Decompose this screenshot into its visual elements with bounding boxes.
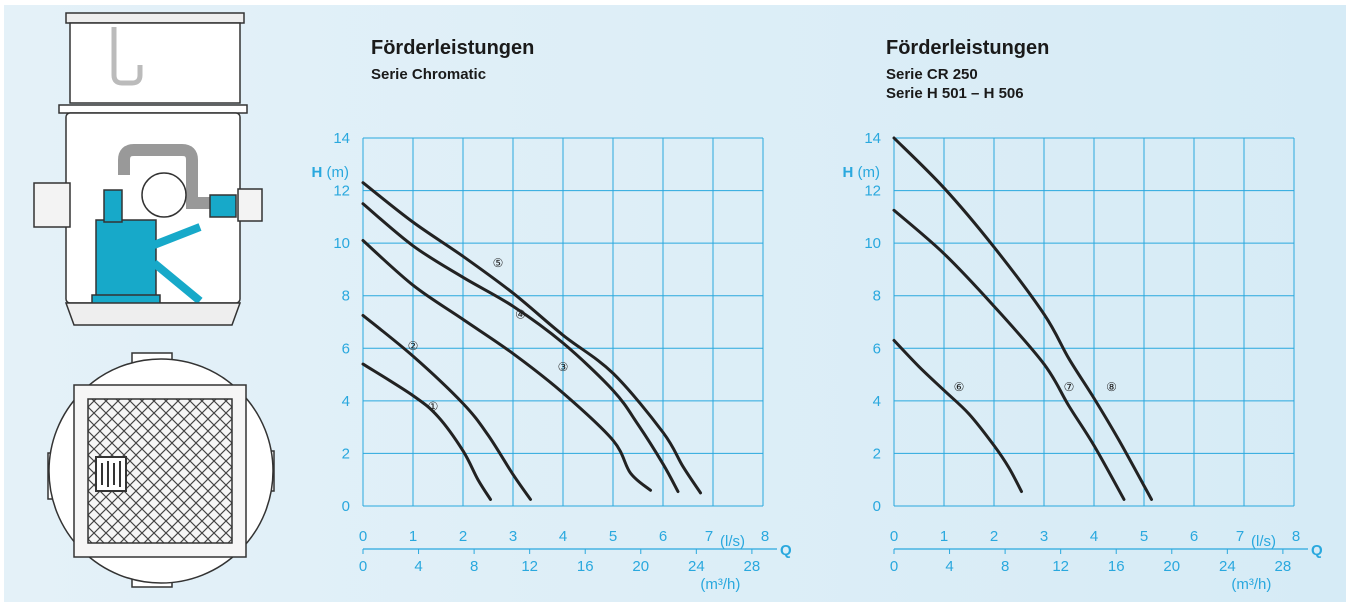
c2-y-tick: 2 xyxy=(873,445,881,462)
pump-shaft-section-drawing xyxy=(33,12,263,326)
c1-y-tick: 8 xyxy=(342,288,350,305)
c2-curve-label-3: ⑧ xyxy=(1106,380,1117,394)
c2-x-tick: 6 xyxy=(1190,528,1198,545)
c1-x-tick: 3 xyxy=(509,528,517,545)
c1-curve-label-3: ③ xyxy=(558,360,569,374)
c2-x2-tick: 0 xyxy=(890,558,898,575)
pump-shaft-top-drawing xyxy=(47,352,275,588)
c1-x2-tick: 0 xyxy=(359,558,367,575)
c1-curve-1 xyxy=(361,362,492,501)
chart1-title: Förderleistungen xyxy=(371,37,535,59)
c2-y-tick: 8 xyxy=(873,288,881,305)
c1-x-tick: 1 xyxy=(409,528,417,545)
c1-x2-unit-label: (m³/h) xyxy=(700,576,740,593)
c1-curve-label-5: ⑤ xyxy=(493,256,504,270)
c2-x-tick: 5 xyxy=(1140,528,1148,545)
product-datasheet: Förderleistungen Serie Chromatic Förderl… xyxy=(4,5,1346,602)
c1-curve-label-4: ④ xyxy=(515,307,526,321)
c1-x2-tick: 24 xyxy=(688,558,705,575)
c1-curve-3 xyxy=(361,239,652,492)
c1-curve-label-2: ② xyxy=(408,339,419,353)
c1-x2-tick: 8 xyxy=(470,558,478,575)
chart2-subtitle-2: Serie H 501 – H 506 xyxy=(886,85,1024,102)
c2-y-tick: 12 xyxy=(864,183,881,200)
c2-x-axis-label: Q xyxy=(1311,542,1323,559)
c1-x-tick: 7 xyxy=(705,528,713,545)
c2-x-tick: 2 xyxy=(990,528,998,545)
c2-x-tick: 0 xyxy=(890,528,898,545)
c2-y-tick: 10 xyxy=(864,235,881,252)
c2-x-tick: 4 xyxy=(1090,528,1098,545)
c2-curve-1 xyxy=(892,338,1023,494)
c1-curve-2 xyxy=(361,313,532,501)
c1-curve-4 xyxy=(361,202,680,494)
c1-x2-tick: 28 xyxy=(744,558,761,575)
c2-curve-label-1: ⑥ xyxy=(954,380,965,394)
c1-x2-tick: 20 xyxy=(632,558,649,575)
c2-y-tick: 4 xyxy=(873,393,881,410)
c2-y-tick: 0 xyxy=(873,498,881,515)
pump-illustrations xyxy=(33,12,275,588)
c1-x2-tick: 16 xyxy=(577,558,594,575)
c1-y-tick: 2 xyxy=(342,445,350,462)
c2-x2-tick: 24 xyxy=(1219,558,1236,575)
c1-x-tick: 2 xyxy=(459,528,467,545)
chart2-subtitle-1: Serie CR 250 xyxy=(886,66,978,83)
c2-y-tick: 6 xyxy=(873,340,881,357)
c1-x-axis-label: Q xyxy=(780,542,792,559)
c1-y-tick: 12 xyxy=(333,183,350,200)
c1-x-tick: 0 xyxy=(359,528,367,545)
c2-x2-tick: 20 xyxy=(1163,558,1180,575)
c2-x2-tick: 12 xyxy=(1052,558,1069,575)
c2-x2-tick: 28 xyxy=(1275,558,1292,575)
c1-x-tick: 8 xyxy=(761,528,769,545)
c2-x-tick: 3 xyxy=(1040,528,1048,545)
c2-curve-3 xyxy=(892,136,1153,501)
c1-x-tick: 6 xyxy=(659,528,667,545)
c2-x-tick: 7 xyxy=(1236,528,1244,545)
c2-x2-tick: 4 xyxy=(945,558,953,575)
c1-y-axis-label: H (m) xyxy=(312,164,350,181)
c1-y-tick: 10 xyxy=(333,235,350,252)
c2-curve-2 xyxy=(892,208,1126,501)
c1-y-tick: 4 xyxy=(342,393,350,410)
c1-x-tick: 5 xyxy=(609,528,617,545)
c1-x-unit-label: (l/s) xyxy=(720,533,745,550)
c2-y-tick: 14 xyxy=(864,130,881,147)
c1-x2-tick: 4 xyxy=(414,558,422,575)
c2-x-unit-label: (l/s) xyxy=(1251,533,1276,550)
chart1-subtitle: Serie Chromatic xyxy=(371,66,487,83)
c1-y-tick: 0 xyxy=(342,498,350,515)
c1-y-tick: 14 xyxy=(333,130,350,147)
c2-x2-tick: 16 xyxy=(1108,558,1125,575)
c1-y-tick: 6 xyxy=(342,340,350,357)
c2-x2-unit-label: (m³/h) xyxy=(1231,576,1271,593)
chart2-title: Förderleistungen xyxy=(886,37,1050,59)
c2-curve-label-2: ⑦ xyxy=(1064,380,1075,394)
c1-curve-label-1: ① xyxy=(428,399,439,413)
c1-x-tick: 4 xyxy=(559,528,567,545)
c2-y-axis-label: H (m) xyxy=(843,164,881,181)
c2-x-tick: 1 xyxy=(940,528,948,545)
c2-x-tick: 8 xyxy=(1292,528,1300,545)
c1-x2-tick: 12 xyxy=(521,558,538,575)
c1-curve-5 xyxy=(361,181,702,495)
c2-x2-tick: 8 xyxy=(1001,558,1009,575)
